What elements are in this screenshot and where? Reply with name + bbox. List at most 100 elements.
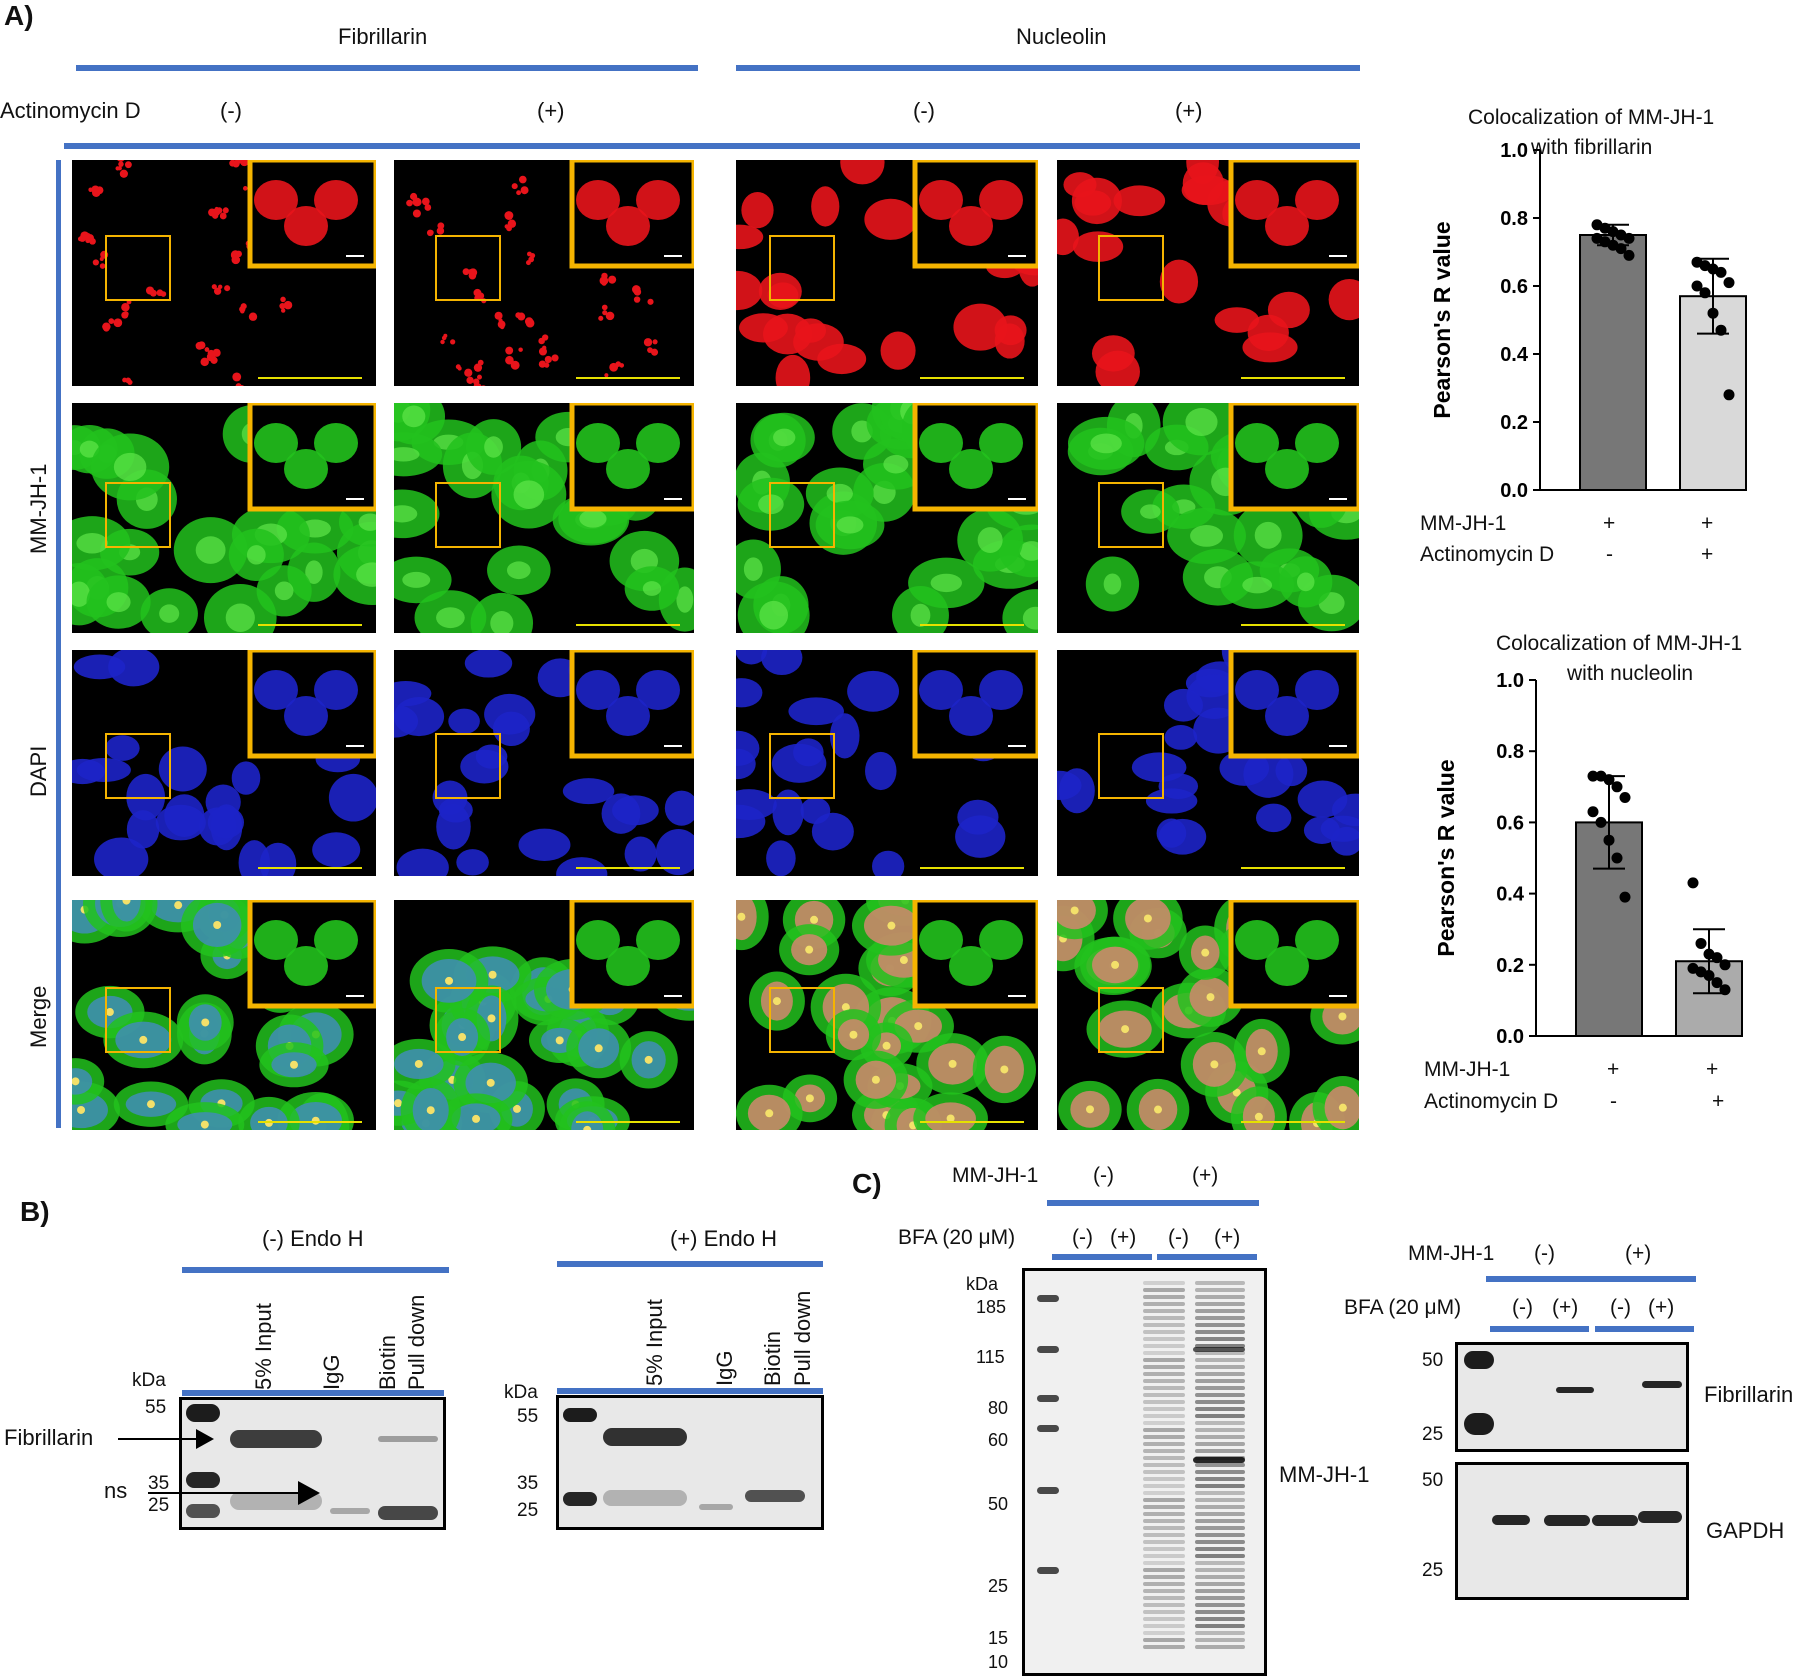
nucleolus-dot — [119, 169, 128, 178]
nucleus-stain — [655, 829, 694, 876]
c-marker-25: 25 — [988, 1576, 1009, 1596]
nucleus-stain — [743, 557, 763, 581]
nucleus-stain — [1164, 725, 1198, 750]
chart-fib-row1-val1: + — [1603, 512, 1616, 535]
nucleolus-dot — [146, 1100, 155, 1109]
blot-fibrillarin — [1455, 1342, 1689, 1452]
nucleolus-dot — [450, 339, 456, 345]
nucleus-stain — [484, 693, 536, 735]
lane-biotin-right: Biotin — [760, 1330, 785, 1386]
inset-cell — [1265, 696, 1309, 736]
nucleolus-dot — [212, 348, 221, 357]
nucleolus-dot — [594, 1044, 603, 1053]
lane-smear — [1195, 1428, 1245, 1432]
lane-smear — [1195, 1281, 1245, 1285]
lane-smear — [1143, 1309, 1185, 1313]
nucleus-stain — [1022, 606, 1038, 630]
lane-smear — [1143, 1603, 1185, 1607]
nucleolus-dot — [466, 376, 474, 384]
inset-cell — [919, 670, 963, 710]
lane-smear — [1195, 1330, 1245, 1334]
lane-smear — [1195, 1568, 1245, 1572]
inset-cell — [576, 920, 620, 960]
nucleus-stain — [571, 1111, 604, 1130]
nucleolus-dot — [599, 276, 609, 286]
nucleus-stain — [225, 603, 255, 632]
nucleus-stain — [767, 282, 799, 308]
nucleolus-dot — [213, 287, 222, 295]
ns-arrow-label: ns — [104, 1478, 128, 1503]
zoom-box — [435, 482, 501, 548]
lane-smear — [1195, 1449, 1245, 1453]
lane-smear — [1195, 1400, 1245, 1404]
nucleus-stain — [736, 650, 768, 665]
nucleolus-dot — [871, 1075, 880, 1084]
lane-smear — [1195, 1575, 1245, 1579]
nucleus-stain — [562, 778, 615, 805]
nucleolus-dot — [475, 364, 481, 370]
nucleolus-dot — [437, 222, 445, 230]
lane-smear — [1195, 1526, 1245, 1530]
lane-smear — [1143, 1512, 1185, 1516]
zoom-box — [769, 235, 835, 301]
nucleus-stain — [394, 697, 445, 737]
nucleus-stain — [829, 713, 860, 759]
nucleus-stain — [736, 730, 760, 766]
chart-fibrillarin: 0.0 0.2 0.4 0.6 0.8 1.0 Pearson's R value — [1429, 140, 1747, 500]
nucleus-stain — [977, 527, 1003, 554]
nucleus-stain — [664, 790, 694, 826]
lane-bar-left — [182, 1390, 444, 1396]
c-marker-15: 15 — [988, 1628, 1009, 1648]
nucleolus-dot — [605, 311, 615, 321]
nucleolus-dot — [1206, 993, 1215, 1002]
c-big-band-label: MM-JH-1 — [1279, 1462, 1370, 1487]
inset-cell — [949, 946, 993, 986]
micrograph-tile — [72, 160, 376, 386]
nucleolus-dot — [123, 311, 129, 317]
nucleolus-dot — [410, 192, 418, 201]
nucleus-stain — [328, 773, 376, 822]
nucleolus-dot — [235, 383, 242, 386]
nucleolus-dot — [122, 900, 131, 905]
row-label-dapi: DAPI — [26, 745, 51, 797]
inset-cell — [314, 920, 358, 960]
nucleus-stain — [448, 708, 480, 734]
data-point — [1711, 977, 1723, 989]
nucleolus-dot — [229, 160, 237, 167]
y-tick-label: 0.8 — [1496, 741, 1524, 763]
inset-cell — [1265, 449, 1309, 489]
kda-left: kDa — [132, 1370, 166, 1391]
nucleolus-dot — [504, 211, 514, 220]
nucleus-stain — [456, 849, 489, 876]
nucleolus-dot — [468, 271, 477, 280]
lane-smear — [1195, 1421, 1245, 1425]
inset-cell — [1295, 670, 1339, 710]
nucleus-stain — [1131, 752, 1187, 783]
y-axis-label: Pearson's R value — [1429, 221, 1455, 418]
data-point — [1687, 877, 1699, 889]
lane-smear — [1195, 1624, 1245, 1628]
c-small-mm-pos: (+) — [1625, 1242, 1652, 1265]
data-point — [1623, 249, 1635, 261]
inset-cell — [314, 180, 358, 220]
nucleus-stain — [72, 1068, 93, 1095]
inset-cell — [1235, 920, 1279, 960]
data-point — [1611, 852, 1623, 864]
nucleolus-dot — [428, 229, 434, 236]
nucleus-stain — [840, 160, 885, 185]
lane-smear — [1143, 1449, 1185, 1453]
nucleus-stain — [356, 562, 376, 587]
ladder-band — [1037, 1346, 1059, 1353]
nucleus-stain — [775, 354, 811, 386]
nucleus-stain — [207, 806, 245, 839]
c-small-bfa-2: (+) — [1552, 1296, 1579, 1319]
nucleolus-dot — [414, 1059, 423, 1068]
fibrillarin-band — [1556, 1387, 1594, 1393]
nucleolus-dot — [505, 346, 514, 355]
nucleolus-dot — [520, 186, 529, 195]
nucleolus-dot — [85, 238, 91, 244]
c-fib-label: Fibrillarin — [1704, 1382, 1794, 1407]
lane-smear — [1143, 1393, 1185, 1397]
nucleus-stain — [772, 789, 804, 836]
inset-cell — [284, 696, 328, 736]
